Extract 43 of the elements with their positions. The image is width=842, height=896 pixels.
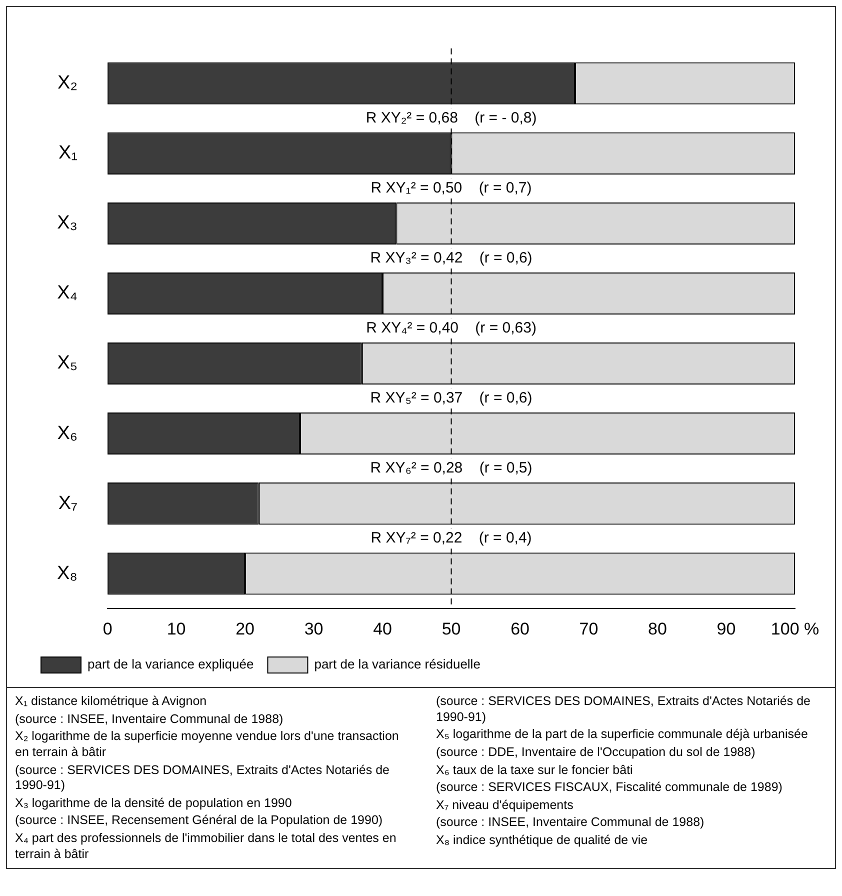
text: (source : SERVICES DES DOMAINES, Extraits d'Actes Notariés de 1990-91) <box>15 762 390 794</box>
annotation: R XY₆² = 0,28 (r = 0,5) <box>370 460 532 477</box>
text: (source : SERVICES DES DOMAINES, Extraits d'Actes Notariés de 1990-91) <box>436 694 812 726</box>
x-tick-label: 60 <box>510 619 530 638</box>
text: X₃ logarithme de la densité de population en 1990 <box>15 796 293 812</box>
text: (source : INSEE, Inventaire Communal de 1988) <box>15 712 284 728</box>
annotation: R XY₂² = 0,68 (r = - 0,8) <box>366 110 537 127</box>
text: X₇ niveau d'équipements <box>436 798 574 814</box>
x-tick-label: 30 <box>304 619 324 638</box>
x-tick-label: 80 <box>648 619 667 638</box>
legend-label: part de la variance résiduelle <box>314 656 480 672</box>
text: (source : INSEE, Inventaire Communal de 1988) <box>436 815 706 831</box>
x-tick-label: 10 <box>166 619 186 638</box>
text: X₄ part des professionnels de l'immobilier dans le total des ventes en terrain à bâtir <box>15 831 398 862</box>
annotation: R XY₄² = 0,40 (r = 0,63) <box>366 320 536 337</box>
y-tick-label: X₃ <box>57 212 78 234</box>
text: X₆ taux de la taxe sur le foncier bâti <box>436 762 634 778</box>
text: (source : INSEE, Recensement Général de la Population de 1990) <box>15 813 384 829</box>
y-tick-label: X₂ <box>57 72 78 94</box>
x-tick-label: 50 <box>442 619 461 638</box>
annotation: R XY₅² = 0,37 (r = 0,6) <box>370 390 532 407</box>
legend-label: part de la variance expliquée <box>88 656 254 672</box>
text: (source : DDE, Inventaire de l'Occupation du sol de 1988) <box>436 744 756 760</box>
text: X₈ indice synthétique de qualité de vie <box>436 833 649 849</box>
y-tick-label: X₈ <box>56 562 78 584</box>
text: X₁ distance kilométrique à Avignon <box>15 694 208 710</box>
y-tick-label: X₆ <box>57 422 78 444</box>
x-tick-label: 70 <box>579 619 598 638</box>
annotation: R XY₇² = 0,22 (r = 0,4) <box>370 530 532 547</box>
x-tick-label: 0 <box>102 619 112 638</box>
text: X₅ logarithme de la part de la superficie communale déjà urbanisée <box>436 727 809 743</box>
annotation: R XY₃² = 0,42 (r = 0,6) <box>370 250 532 267</box>
text: X₂ logarithme de la superficie moyenne vendue lors d'une transaction en terrain à bâtir <box>15 729 400 760</box>
y-tick-label: X₇ <box>58 492 78 514</box>
y-tick-label: X₄ <box>57 282 78 304</box>
x-tick-label: 20 <box>236 619 254 638</box>
x-tick-label: 40 <box>373 619 392 638</box>
text: (source : SERVICES FISCAUX, Fiscalité communale de 1989) <box>436 780 784 796</box>
annotation: R XY₁² = 0,50 (r = 0,7) <box>370 180 532 197</box>
x-tick-label: 100 % <box>770 619 820 638</box>
y-tick-label: X₅ <box>57 352 78 374</box>
y-tick-label: X₁ <box>58 142 78 164</box>
x-tick-label: 90 <box>716 619 736 638</box>
